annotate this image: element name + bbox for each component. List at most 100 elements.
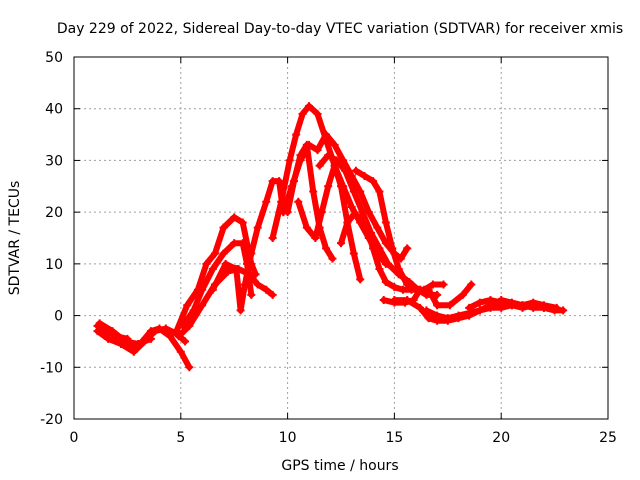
data-point <box>268 234 277 242</box>
data-point <box>349 249 358 258</box>
data-point <box>247 290 256 299</box>
x-tick-label: 25 <box>599 430 617 446</box>
data-point <box>208 265 217 274</box>
data-point <box>475 306 484 315</box>
data-point <box>324 182 333 191</box>
data-point <box>302 140 311 149</box>
data-point <box>161 324 170 333</box>
data-point <box>422 306 431 315</box>
data-point <box>313 146 322 155</box>
data-point <box>151 327 160 336</box>
data-series-group <box>93 102 568 372</box>
data-point <box>467 280 476 289</box>
data-point <box>185 363 194 372</box>
data-point <box>121 337 130 346</box>
x-tick-label: 20 <box>492 430 510 446</box>
data-point <box>322 130 331 139</box>
data-point <box>454 311 463 320</box>
data-point <box>283 208 292 217</box>
data-point <box>202 259 211 268</box>
data-point <box>304 102 313 111</box>
y-tick-label: 0 <box>54 309 63 325</box>
data-point <box>539 303 548 312</box>
x-tick-label: 0 <box>70 430 79 446</box>
data-point <box>349 210 358 219</box>
data-point <box>285 156 294 165</box>
data-point <box>403 244 412 253</box>
data-point <box>181 337 190 346</box>
data-point <box>403 280 412 289</box>
data-point <box>375 187 384 196</box>
data-point <box>240 280 249 289</box>
data-point <box>322 244 331 253</box>
data-point <box>238 239 247 248</box>
x-tick-label: 10 <box>279 430 297 446</box>
series-trace <box>284 141 336 262</box>
data-point <box>134 340 143 349</box>
data-point <box>388 244 397 253</box>
data-point <box>210 249 219 258</box>
data-point <box>343 218 352 227</box>
data-point <box>262 285 271 294</box>
y-tick-label: 50 <box>45 50 63 66</box>
data-point <box>356 275 365 284</box>
data-point <box>309 187 318 196</box>
data-point <box>433 301 442 310</box>
data-point <box>347 202 356 211</box>
x-axis-label: GPS time / hours <box>281 458 398 474</box>
data-point <box>552 303 561 312</box>
plot-frame <box>73 56 609 420</box>
data-point <box>292 130 301 139</box>
data-point <box>328 254 337 263</box>
data-point <box>219 249 228 258</box>
axis-ticks <box>73 56 609 420</box>
data-point <box>390 283 399 292</box>
data-point <box>238 218 247 227</box>
data-point <box>465 303 474 312</box>
data-point <box>172 327 181 336</box>
series-trace <box>173 214 259 335</box>
data-point <box>373 223 382 232</box>
x-tick-label: 15 <box>385 430 403 446</box>
data-point <box>390 296 399 305</box>
data-point <box>360 171 369 180</box>
data-point <box>475 298 484 307</box>
data-point <box>185 321 194 330</box>
data-point <box>232 265 241 274</box>
data-point <box>294 197 303 206</box>
data-point <box>298 109 307 118</box>
x-tick-label: 5 <box>176 430 185 446</box>
data-point <box>362 223 371 232</box>
data-point <box>529 301 538 310</box>
data-point <box>349 187 358 196</box>
data-point <box>198 285 207 294</box>
y-axis-label: SDTVAR / TECUs <box>7 181 23 296</box>
data-point <box>445 301 454 310</box>
data-point <box>369 244 378 253</box>
data-point <box>337 239 345 248</box>
data-point <box>332 156 341 165</box>
data-point <box>174 332 183 341</box>
data-point <box>356 213 365 222</box>
data-point <box>381 218 390 227</box>
data-point <box>398 285 407 294</box>
data-point <box>383 259 392 268</box>
data-point <box>93 327 102 336</box>
data-point <box>230 213 239 222</box>
data-point <box>146 334 155 343</box>
data-point <box>129 347 138 356</box>
data-point <box>221 259 230 268</box>
grid-lines <box>74 57 608 419</box>
data-point <box>302 223 311 232</box>
series-trace <box>295 162 364 283</box>
data-point <box>268 290 277 299</box>
data-point <box>296 151 305 160</box>
chart-title: Day 229 of 2022, Sidereal Day-to-day VTE… <box>57 21 623 37</box>
data-point <box>262 197 271 206</box>
data-point <box>433 311 442 320</box>
y-tick-label: -20 <box>40 412 63 428</box>
data-point <box>183 301 192 310</box>
y-tick-label: 40 <box>45 102 63 118</box>
data-point <box>95 319 104 328</box>
